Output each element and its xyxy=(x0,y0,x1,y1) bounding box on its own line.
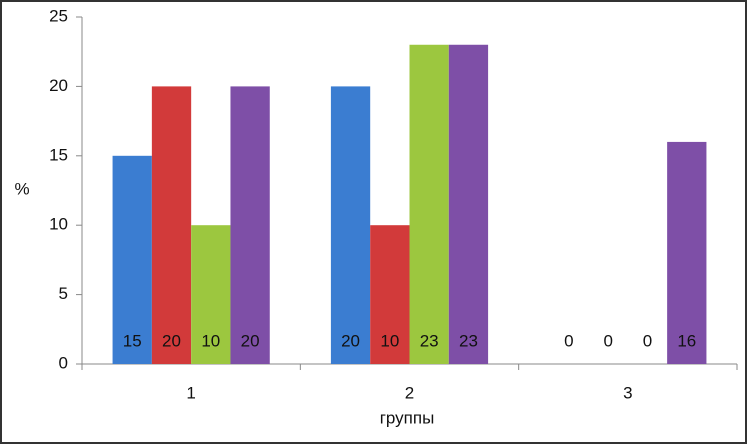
data-label: 23 xyxy=(459,331,478,350)
x-tick-label: 3 xyxy=(623,383,632,402)
y-tick-label: 20 xyxy=(49,76,68,95)
bar xyxy=(112,155,152,364)
bar xyxy=(191,225,231,364)
bar xyxy=(370,225,410,364)
data-label: 23 xyxy=(420,331,439,350)
x-axis-label: группы xyxy=(380,408,435,427)
data-label: 10 xyxy=(201,331,220,350)
y-tick-label: 15 xyxy=(49,145,68,164)
x-tick-label: 1 xyxy=(186,383,195,402)
y-axis-label: % xyxy=(14,179,29,198)
y-tick-label: 0 xyxy=(59,353,68,372)
x-tick-label: 2 xyxy=(405,383,414,402)
bar xyxy=(448,44,489,364)
data-label: 0 xyxy=(564,331,573,350)
data-label: 0 xyxy=(643,331,652,350)
data-label: 16 xyxy=(677,331,696,350)
data-label: 10 xyxy=(380,331,399,350)
bar xyxy=(330,86,371,365)
data-label: 20 xyxy=(162,331,181,350)
data-label: 0 xyxy=(603,331,612,350)
data-label: 20 xyxy=(241,331,260,350)
bar xyxy=(667,141,707,364)
data-label: 15 xyxy=(123,331,142,350)
data-label: 20 xyxy=(341,331,360,350)
bar xyxy=(151,86,192,365)
y-tick-label: 25 xyxy=(49,6,68,25)
bar xyxy=(409,44,449,364)
bar xyxy=(230,86,270,365)
y-tick-label: 5 xyxy=(59,284,68,303)
y-tick-label: 10 xyxy=(49,215,68,234)
